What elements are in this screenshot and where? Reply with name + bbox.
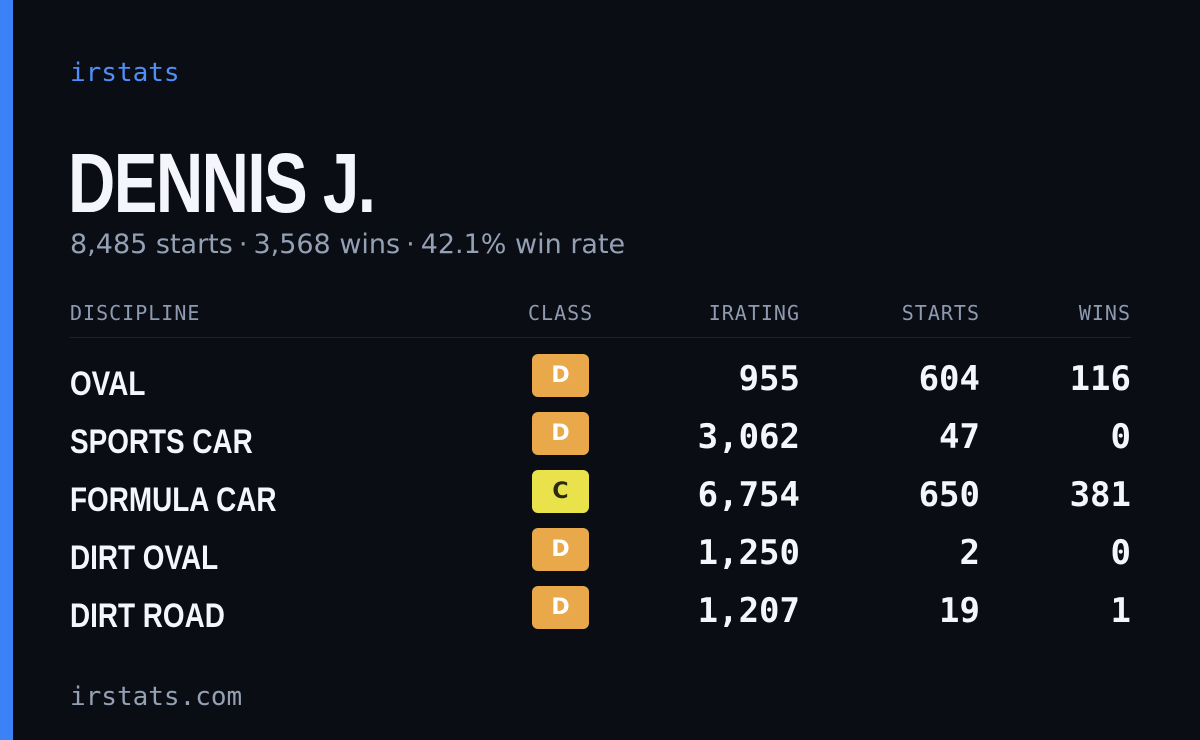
- starts-value: 604: [918, 359, 980, 399]
- brand-logo-text: irstats: [70, 58, 180, 88]
- license-class-badge: D: [532, 528, 589, 571]
- starts-value: 47: [939, 417, 980, 457]
- table-row: DIRT ROAD D 1,207 19 1: [70, 582, 1131, 640]
- license-class-badge: D: [532, 354, 589, 397]
- discipline-name: SPORTS CAR: [70, 423, 253, 461]
- wins-value: 381: [1069, 475, 1131, 515]
- accent-bar: [0, 0, 13, 740]
- irating-value: 3,062: [697, 417, 800, 457]
- starts-value: 19: [939, 591, 980, 631]
- wins-value: 1: [1110, 591, 1131, 631]
- table-row: OVAL D 955 604 116: [70, 350, 1131, 408]
- table-row: DIRT OVAL D 1,250 2 0: [70, 524, 1131, 582]
- player-name: DENNIS J.: [68, 136, 376, 230]
- irating-value: 1,250: [697, 533, 800, 573]
- table-row: FORMULA CAR C 6,754 650 381: [70, 466, 1131, 524]
- table-row: SPORTS CAR D 3,062 47 0: [70, 408, 1131, 466]
- separator: ·: [406, 229, 415, 260]
- win-rate: 42.1% win rate: [420, 229, 626, 260]
- column-header-class: CLASS: [528, 301, 594, 325]
- separator: ·: [238, 229, 248, 260]
- player-summary: 8,485 starts · 3,568 wins · 42.1% win rate: [70, 226, 625, 264]
- irating-value: 6,754: [697, 475, 800, 515]
- total-starts: 8,485 starts: [70, 229, 233, 260]
- discipline-table: OVAL D 955 604 116 SPORTS CAR D 3,062 47…: [70, 350, 1131, 640]
- header-divider: [70, 337, 1131, 338]
- column-header-discipline: DISCIPLINE: [70, 301, 201, 325]
- footer-url: irstats.com: [70, 682, 243, 712]
- column-header-starts: STARTS: [901, 301, 980, 325]
- wins-value: 0: [1110, 533, 1131, 573]
- column-header-wins: WINS: [1078, 301, 1131, 325]
- license-class-badge: C: [532, 470, 589, 513]
- discipline-name: FORMULA CAR: [70, 481, 277, 519]
- column-header-irating: IRATING: [708, 301, 800, 325]
- irating-value: 955: [738, 359, 800, 399]
- irating-value: 1,207: [697, 591, 800, 631]
- starts-value: 2: [959, 533, 980, 573]
- discipline-name: DIRT OVAL: [70, 539, 219, 577]
- license-class-badge: D: [532, 586, 589, 629]
- starts-value: 650: [918, 475, 980, 515]
- discipline-name: DIRT ROAD: [70, 597, 225, 635]
- wins-value: 116: [1069, 359, 1131, 399]
- table-header: DISCIPLINE CLASS IRATING STARTS WINS: [70, 300, 1131, 330]
- wins-value: 0: [1110, 417, 1131, 457]
- discipline-name: OVAL: [70, 365, 146, 403]
- total-wins: 3,568 wins: [253, 229, 401, 260]
- license-class-badge: D: [532, 412, 589, 455]
